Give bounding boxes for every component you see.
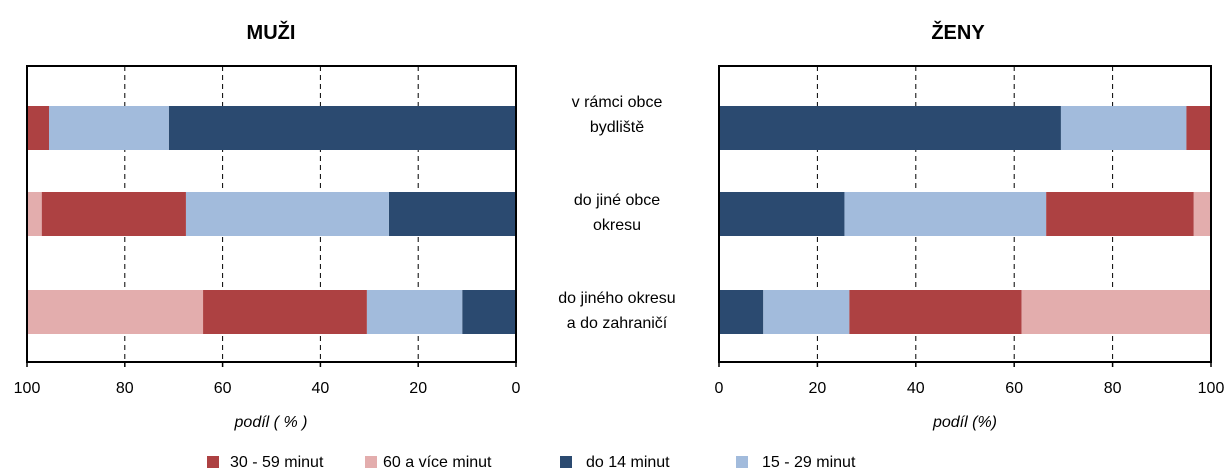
left-bar-segment — [388, 192, 516, 236]
left-bar-segment — [41, 192, 186, 236]
category-label-1b: okresu — [593, 217, 641, 234]
right-tick-label: 60 — [1005, 380, 1023, 397]
legend-label-15-29: 15 - 29 minut — [762, 454, 856, 471]
left-x-axis-label: podíl ( % ) — [234, 414, 308, 431]
right-bar-segment — [1060, 106, 1187, 150]
left-bar-segment — [27, 106, 50, 150]
right-bar-segment — [1021, 290, 1211, 334]
left-bar-segment — [168, 106, 516, 150]
category-label-0a: v rámci obce — [572, 94, 663, 111]
left-bar-segment — [462, 290, 516, 334]
right-bar-segment — [719, 192, 845, 236]
category-label-2a: do jiného okresu — [558, 290, 675, 307]
right-bar-segment — [1193, 192, 1211, 236]
left-tick-label: 40 — [312, 380, 330, 397]
right-tick-label: 0 — [715, 380, 724, 397]
left-bar-segment — [27, 192, 42, 236]
legend-swatch-15-29 — [736, 456, 748, 468]
category-label-1a: do jiné obce — [574, 192, 660, 209]
right-chart-panel: 0 20 40 60 80 100 — [715, 65, 1225, 397]
left-bar-segment — [203, 290, 367, 334]
left-tick-label: 60 — [214, 380, 232, 397]
category-label-0b: bydliště — [590, 119, 644, 136]
left-bar-segment — [27, 290, 204, 334]
left-tick-label: 20 — [409, 380, 427, 397]
left-tick-label: 0 — [512, 380, 521, 397]
left-tick-label: 100 — [14, 380, 41, 397]
legend-label-do-14: do 14 minut — [586, 454, 670, 471]
legend-label-60-plus: 60 a více minut — [383, 454, 492, 471]
left-chart-title: MUŽI — [247, 20, 296, 44]
right-bar-segment — [1046, 192, 1194, 236]
right-tick-label: 20 — [809, 380, 827, 397]
left-bar-segment — [49, 106, 169, 150]
legend: 30 - 59 minut 60 a více minut do 14 minu… — [207, 454, 856, 471]
right-plot-frame — [718, 65, 1212, 363]
right-bar-segment — [844, 192, 1047, 236]
legend-swatch-30-59 — [207, 456, 219, 468]
left-tick-label: 80 — [116, 380, 134, 397]
left-chart-panel: 100 80 60 40 20 0 — [14, 65, 521, 397]
category-label-2b: a do zahraničí — [567, 315, 668, 332]
right-bar-segment — [849, 290, 1022, 334]
category-labels: v rámci obce bydliště do jiné obce okres… — [558, 94, 675, 332]
legend-label-30-59: 30 - 59 minut — [230, 454, 324, 471]
left-bar-segment — [366, 290, 463, 334]
left-plot-frame — [26, 65, 517, 363]
right-chart-title: ŽENY — [931, 20, 985, 44]
right-bar-segment — [763, 290, 850, 334]
right-bar-segment — [719, 106, 1061, 150]
legend-swatch-do-14 — [560, 456, 572, 468]
right-x-axis-label: podíl (%) — [932, 414, 997, 431]
right-tick-label: 40 — [907, 380, 925, 397]
right-tick-label: 80 — [1104, 380, 1122, 397]
left-bar-segment — [185, 192, 389, 236]
right-tick-label: 100 — [1198, 380, 1225, 397]
legend-swatch-60-plus — [365, 456, 377, 468]
right-bar-segment — [1186, 106, 1211, 150]
right-bar-segment — [719, 290, 764, 334]
